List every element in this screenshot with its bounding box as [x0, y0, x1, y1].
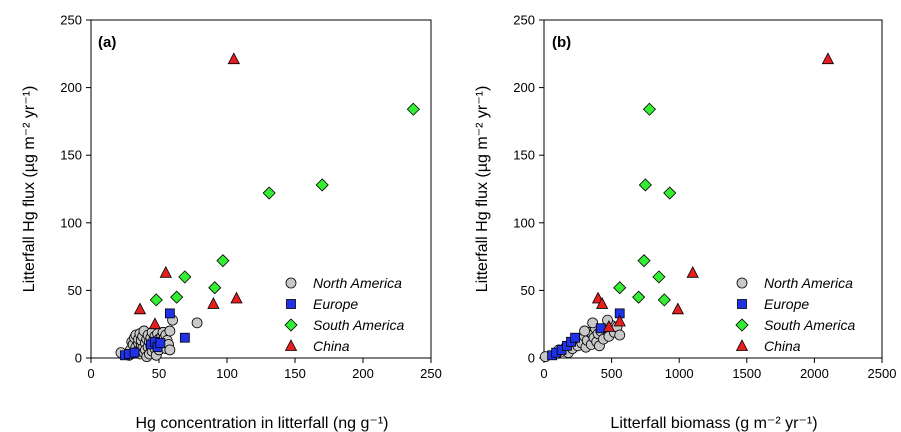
panel-b-point-south-america: [613, 281, 627, 295]
panel-a-y-tick-label: 150: [60, 148, 82, 163]
panel-b-legend-label-north-america: North America: [764, 275, 853, 291]
panel-b-x-tick-label: 1500: [732, 366, 761, 381]
panel-b-point-north-america: [587, 317, 599, 329]
panel-b-point-china: [602, 320, 616, 332]
panel-a-x-tick-label: 150: [284, 366, 306, 381]
panel-a-point-europe: [179, 332, 190, 343]
panel-a-point-south-america: [178, 270, 192, 284]
panel-a-point-europe: [155, 338, 166, 349]
panel-b-point-south-america: [637, 254, 651, 268]
panel-a-legend-label-china: China: [313, 338, 350, 354]
panel-b-point-china: [821, 52, 835, 65]
panel-a-point-north-america: [164, 344, 176, 356]
panel-b-y-axis-label: Litterfall Hg flux (µg m⁻² yr⁻¹): [474, 86, 491, 293]
panel-a-plot-frame: [90, 19, 432, 359]
panel-a: (a) Hg concentration in litterfall (ng g…: [21, 13, 442, 432]
panel-a-point-south-america: [315, 178, 329, 192]
panel-b-legend-label-south-america: South America: [764, 317, 856, 333]
panel-b-point-europe: [570, 332, 580, 343]
panel-a-legend-marker-north-america: [285, 277, 297, 289]
panel-a-legend-label-north-america: North America: [313, 275, 402, 291]
panel-b-point-south-america: [657, 293, 671, 307]
panel-b-x-axis-label: Litterfall biomass (g m⁻² yr⁻¹): [610, 415, 817, 432]
panel-b-x-tick-label: 1000: [665, 366, 694, 381]
panel-b-point-china: [595, 297, 609, 309]
panel-b-y-tick-label: 50: [521, 283, 535, 298]
panel-b-point-south-america: [652, 270, 666, 284]
panel-a-point-china: [230, 291, 243, 304]
panel-b-label: (b): [552, 34, 571, 51]
panel-a-point-china: [159, 265, 172, 278]
panel-b-point-north-america: [579, 325, 590, 337]
panel-b-y-tick-label: 150: [513, 148, 535, 163]
panel-a-y-tick-label: 100: [60, 215, 82, 230]
panel-b-plot-frame: [543, 19, 883, 359]
panel-a-point-south-america: [208, 281, 222, 295]
panel-b-legend-label-europe: Europe: [764, 296, 809, 312]
panel-a-point-south-america: [262, 186, 276, 200]
panel-b-point-south-america: [632, 290, 646, 304]
panel-b-point-south-america: [642, 102, 657, 116]
panel-a-legend-marker-europe: [286, 299, 296, 309]
panel-b-legend-marker-europe: [737, 299, 747, 309]
panel-a-y-tick-label: 0: [75, 351, 82, 366]
panel-b-x-tick-label: 0: [540, 366, 547, 381]
panel-a-x-axis-label: Hg concentration in litterfall (ng g⁻¹): [136, 415, 389, 432]
panel-b-x-tick-label: 2500: [868, 366, 897, 381]
panel-a-point-china: [133, 302, 147, 315]
panel-b-legend-marker-south-america: [735, 318, 749, 332]
panel-a-point-china: [227, 52, 240, 65]
panel-a-x-tick-label: 0: [87, 366, 94, 381]
panel-a-legend-marker-south-america: [284, 318, 298, 332]
panel-a-x-tick-label: 50: [152, 366, 166, 381]
panel-b-y-tick-label: 200: [513, 80, 535, 95]
panel-b-point-south-america: [663, 186, 677, 200]
panel-a-point-south-america: [406, 102, 420, 116]
panel-a-point-europe: [164, 308, 175, 319]
panel-b-y-tick-label: 0: [528, 351, 535, 366]
panel-a-point-china: [207, 297, 220, 309]
panel-b-y-tick-label: 100: [513, 215, 535, 230]
panel-a-y-axis-label: Litterfall Hg flux (µg m⁻² yr⁻¹): [21, 86, 38, 293]
panel-a-point-north-america: [191, 317, 203, 329]
panel-b-x-tick-label: 500: [601, 366, 623, 381]
panel-a-y-tick-label: 200: [60, 80, 82, 95]
panel-a-label: (a): [98, 34, 116, 51]
panel-a-legend-marker-china: [284, 339, 298, 351]
panel-b-legend-marker-north-america: [736, 277, 748, 289]
panel-a-point-north-america: [164, 325, 176, 337]
panel-a-x-tick-label: 250: [420, 366, 442, 381]
panel-a-legend-label-europe: Europe: [313, 296, 358, 312]
panel-b-y-tick-label: 250: [513, 13, 535, 28]
panel-a-y-tick-label: 250: [60, 13, 82, 28]
panel-b-point-south-america: [638, 178, 652, 192]
panel-a-point-europe: [129, 347, 140, 358]
panel-a-y-tick-label: 50: [68, 283, 82, 298]
panel-a-x-tick-label: 100: [216, 366, 238, 381]
panel-b-legend-marker-china: [735, 339, 749, 351]
panel-a-legend-label-south-america: South America: [313, 317, 405, 333]
panel-a-point-south-america: [216, 254, 230, 268]
panel-b-point-china: [671, 302, 685, 315]
panel-b-legend-label-china: China: [764, 338, 801, 354]
panel-b-point-china: [686, 265, 699, 278]
panel-b: (b) Litterfall biomass (g m⁻² yr⁻¹) Litt…: [474, 13, 896, 432]
panel-a-x-tick-label: 200: [352, 366, 374, 381]
panel-a-point-south-america: [149, 293, 163, 307]
panel-a-point-south-america: [170, 290, 184, 304]
panel-b-point-china: [613, 314, 626, 327]
panel-a-point-china: [148, 317, 162, 330]
panel-b-point-north-america: [614, 329, 626, 341]
panel-b-x-tick-label: 2000: [800, 366, 829, 381]
